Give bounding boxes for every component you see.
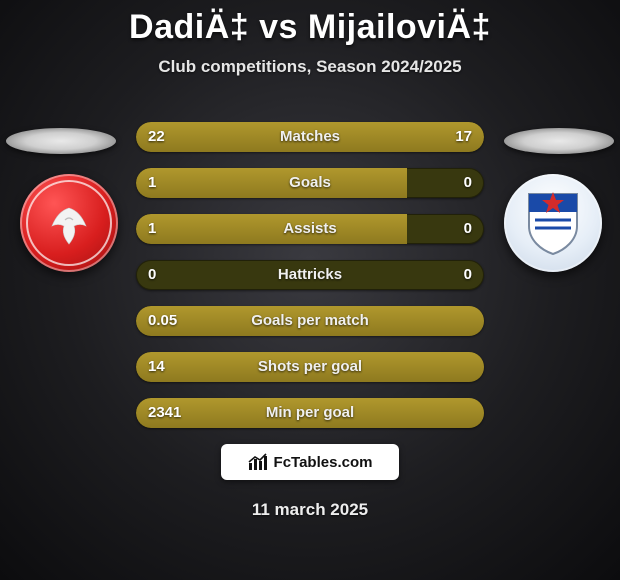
comparison-card: DadiÄ‡ vs MijailoviÄ‡ Club competitions,… [0,0,620,580]
stat-value-right: 0 [464,168,472,198]
stat-metric-label: Hattricks [136,260,484,290]
stat-metric-label: Assists [136,214,484,244]
shield-icon [525,190,581,256]
page-title: DadiÄ‡ vs MijailoviÄ‡ [0,0,620,47]
eagle-icon [42,204,96,250]
stat-row: 0Hattricks0 [136,260,484,290]
stat-metric-label: Shots per goal [136,352,484,382]
stat-metric-label: Matches [136,122,484,152]
stats-panel: 22Matches171Goals01Assists00Hattricks00.… [136,122,484,444]
stat-metric-label: Min per goal [136,398,484,428]
stat-row: 2341Min per goal [136,398,484,428]
comparison-date: 11 march 2025 [0,500,620,520]
stat-value-right: 17 [455,122,472,152]
brand-label: FcTables.com [274,454,373,471]
stat-metric-label: Goals [136,168,484,198]
brand-badge[interactable]: FcTables.com [221,444,399,480]
stat-value-right: 0 [464,260,472,290]
stat-metric-label: Goals per match [136,306,484,336]
team-crest-left [20,174,118,272]
stat-value-right: 0 [464,214,472,244]
page-subtitle: Club competitions, Season 2024/2025 [0,57,620,77]
crest-halo-left [6,128,116,154]
team-crest-right [504,174,602,272]
chart-icon [248,453,268,471]
stat-row: 1Goals0 [136,168,484,198]
crest-halo-right [504,128,614,154]
stat-row: 22Matches17 [136,122,484,152]
stat-row: 0.05Goals per match [136,306,484,336]
stat-row: 14Shots per goal [136,352,484,382]
stat-row: 1Assists0 [136,214,484,244]
